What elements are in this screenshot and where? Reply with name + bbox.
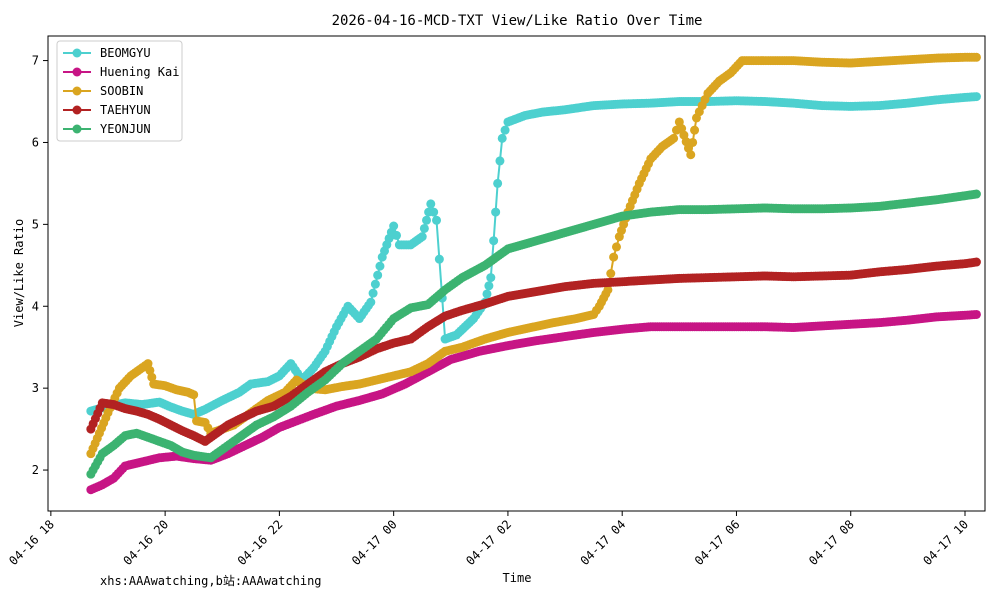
x-axis: 04-16 18 04-16 20 04-16 22 04-17 00 04-17 02…	[6, 511, 971, 568]
y-tick-label: 4	[32, 299, 39, 313]
legend-marker-icon	[72, 48, 82, 58]
data-point	[419, 223, 429, 233]
series-layer	[86, 52, 981, 495]
data-point	[971, 309, 981, 319]
data-point	[147, 372, 157, 382]
data-point	[686, 150, 696, 160]
x-tick-label: 04-17 06	[692, 517, 743, 568]
data-point	[493, 178, 503, 188]
series-taehyun	[86, 257, 981, 446]
data-point	[417, 232, 427, 242]
data-point	[606, 269, 616, 278]
plot-area	[47, 35, 986, 512]
y-axis-label: View/Like Ratio	[12, 219, 26, 327]
data-point	[145, 365, 155, 375]
data-point	[971, 52, 981, 62]
legend-label: TAEHYUN	[100, 103, 151, 117]
x-tick-label: 04-16 18	[6, 517, 57, 568]
data-point	[189, 390, 199, 400]
data-point	[482, 289, 492, 299]
legend-item: TAEHYUN	[63, 103, 151, 117]
data-point	[392, 230, 402, 240]
x-axis-label: Time	[503, 571, 532, 585]
data-point	[495, 156, 505, 166]
data-point	[368, 288, 378, 298]
data-point	[375, 261, 385, 271]
data-point	[434, 254, 444, 264]
legend-marker-icon	[72, 86, 82, 96]
data-point	[373, 270, 383, 280]
data-point	[669, 133, 679, 143]
data-point	[491, 207, 501, 217]
data-point	[971, 257, 981, 267]
data-point	[500, 125, 510, 135]
data-point	[429, 207, 439, 217]
watermark-text: xhs:AAAwatching,b站:AAAwatching	[100, 574, 322, 588]
legend-label: SOOBIN	[100, 84, 143, 98]
data-point	[366, 297, 376, 307]
series-line	[90, 95, 977, 416]
data-point	[370, 279, 380, 289]
x-tick-label: 04-17 08	[806, 517, 857, 568]
data-point	[497, 133, 507, 143]
data-point	[432, 215, 442, 225]
y-tick-label: 3	[32, 381, 39, 395]
legend-marker-icon	[72, 124, 82, 134]
legend-item: Huening Kai	[63, 65, 179, 79]
data-point	[389, 221, 399, 231]
y-tick-label: 7	[32, 54, 39, 68]
data-point	[426, 199, 436, 209]
data-point	[603, 285, 613, 295]
y-tick-label: 6	[32, 135, 39, 149]
data-point	[143, 359, 153, 369]
x-tick-label: 04-16 20	[120, 517, 171, 568]
data-point	[484, 281, 494, 291]
x-tick-label: 04-17 04	[578, 517, 629, 568]
legend-label: Huening Kai	[100, 65, 179, 79]
x-tick-label: 04-17 00	[349, 517, 400, 568]
legend-item: YEONJUN	[63, 122, 151, 136]
x-tick-label: 04-17 10	[920, 517, 971, 568]
data-point	[971, 189, 981, 199]
data-point	[688, 137, 698, 147]
y-tick-label: 5	[32, 217, 39, 231]
y-tick-label: 2	[32, 463, 39, 477]
data-point	[489, 236, 499, 246]
legend-label: BEOMGYU	[100, 46, 151, 60]
legend-label: YEONJUN	[100, 122, 151, 136]
data-point	[690, 125, 700, 135]
series-yeonjun	[86, 189, 981, 479]
data-point	[486, 273, 496, 283]
data-point	[609, 252, 619, 262]
series-beomgyu	[86, 92, 981, 419]
data-point	[611, 242, 621, 252]
data-point	[971, 92, 981, 102]
data-point	[422, 215, 432, 225]
legend-marker-icon	[72, 67, 82, 77]
legend-box	[56, 40, 183, 142]
x-tick-label: 04-16 22	[235, 517, 286, 568]
chart-title: 2026-04-16-MCD-TXT View/Like Ratio Over …	[332, 13, 703, 29]
legend-item: BEOMGYU	[63, 46, 151, 60]
y-axis: 2 3 4 5 6 7	[32, 54, 48, 477]
legend-item: SOOBIN	[63, 84, 143, 98]
axes-frame	[47, 35, 986, 512]
x-tick-label: 04-17 02	[463, 517, 514, 568]
legend: BEOMGYU Huening Kai SOOBIN TAEHYUN YEONJUN	[56, 40, 183, 142]
legend-marker-icon	[72, 105, 82, 115]
